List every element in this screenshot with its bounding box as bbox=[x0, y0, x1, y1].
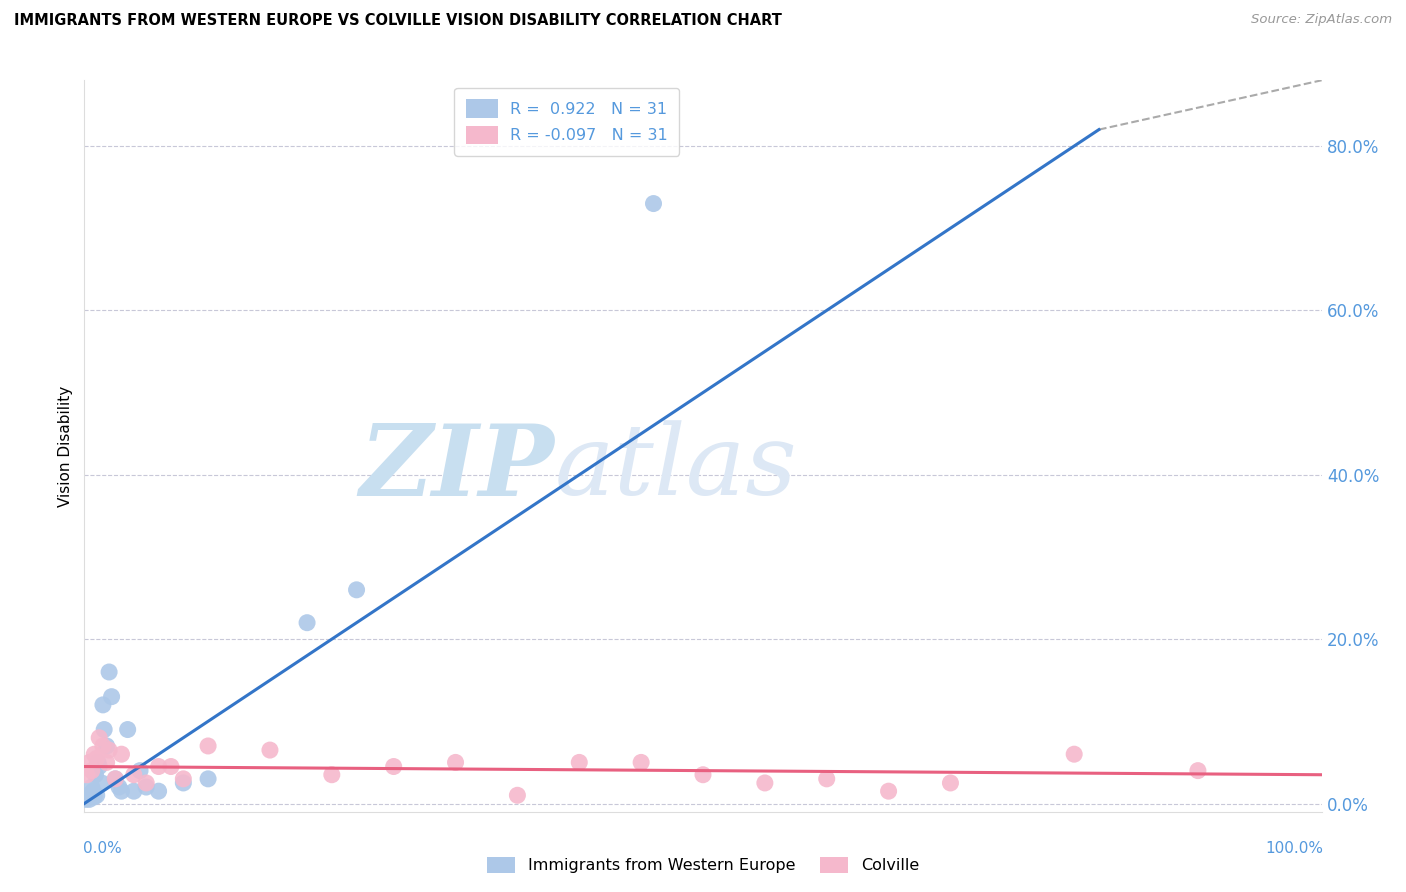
Point bbox=[1063, 747, 1085, 762]
Point bbox=[96, 739, 118, 753]
Point bbox=[80, 780, 103, 794]
Point bbox=[75, 792, 97, 806]
Point bbox=[89, 731, 111, 745]
Text: ZIP: ZIP bbox=[360, 420, 554, 516]
Point bbox=[568, 756, 591, 770]
Point bbox=[110, 747, 132, 762]
Point bbox=[90, 776, 112, 790]
Point bbox=[110, 784, 132, 798]
Text: 0.0%: 0.0% bbox=[83, 841, 122, 856]
Text: 100.0%: 100.0% bbox=[1265, 841, 1323, 856]
Point bbox=[148, 784, 170, 798]
Point bbox=[643, 196, 665, 211]
Point bbox=[1187, 764, 1209, 778]
Point bbox=[692, 768, 714, 782]
Text: Source: ZipAtlas.com: Source: ZipAtlas.com bbox=[1251, 13, 1392, 27]
Point bbox=[98, 743, 121, 757]
Point bbox=[197, 739, 219, 753]
Point bbox=[754, 776, 776, 790]
Point bbox=[86, 751, 108, 765]
Point bbox=[382, 759, 405, 773]
Point bbox=[86, 789, 108, 803]
Point bbox=[630, 756, 652, 770]
Point bbox=[148, 759, 170, 773]
Text: atlas: atlas bbox=[554, 420, 797, 516]
Point bbox=[91, 739, 114, 753]
Point bbox=[939, 776, 962, 790]
Legend: Immigrants from Western Europe, Colville: Immigrants from Western Europe, Colville bbox=[481, 850, 925, 880]
Point bbox=[197, 772, 219, 786]
Point bbox=[77, 789, 100, 803]
Point bbox=[506, 789, 529, 803]
Point bbox=[321, 768, 343, 782]
Legend: R =  0.922   N = 31, R = -0.097   N = 31: R = 0.922 N = 31, R = -0.097 N = 31 bbox=[454, 88, 679, 155]
Point bbox=[84, 768, 107, 782]
Point bbox=[80, 764, 103, 778]
Point bbox=[104, 772, 127, 786]
Point bbox=[108, 780, 131, 794]
Point bbox=[100, 690, 122, 704]
Point bbox=[295, 615, 318, 630]
Point bbox=[89, 759, 111, 773]
Y-axis label: Vision Disability: Vision Disability bbox=[58, 385, 73, 507]
Point bbox=[87, 756, 110, 770]
Point bbox=[76, 768, 98, 782]
Point bbox=[79, 756, 101, 770]
Point bbox=[135, 780, 157, 794]
Point bbox=[172, 776, 194, 790]
Point bbox=[160, 759, 183, 773]
Point bbox=[122, 768, 145, 782]
Point bbox=[83, 747, 105, 762]
Text: IMMIGRANTS FROM WESTERN EUROPE VS COLVILLE VISION DISABILITY CORRELATION CHART: IMMIGRANTS FROM WESTERN EUROPE VS COLVIL… bbox=[14, 13, 782, 29]
Point bbox=[79, 792, 101, 806]
Point bbox=[104, 772, 127, 786]
Point bbox=[93, 723, 115, 737]
Point bbox=[815, 772, 838, 786]
Point bbox=[135, 776, 157, 790]
Point bbox=[346, 582, 368, 597]
Point bbox=[259, 743, 281, 757]
Point bbox=[96, 756, 118, 770]
Point bbox=[98, 665, 121, 679]
Point bbox=[122, 784, 145, 798]
Point bbox=[83, 789, 105, 804]
Point bbox=[91, 698, 114, 712]
Point bbox=[117, 723, 139, 737]
Point bbox=[444, 756, 467, 770]
Point bbox=[172, 772, 194, 786]
Point bbox=[82, 784, 104, 798]
Point bbox=[76, 789, 98, 804]
Point bbox=[877, 784, 900, 798]
Point bbox=[79, 789, 101, 803]
Point bbox=[129, 764, 152, 778]
